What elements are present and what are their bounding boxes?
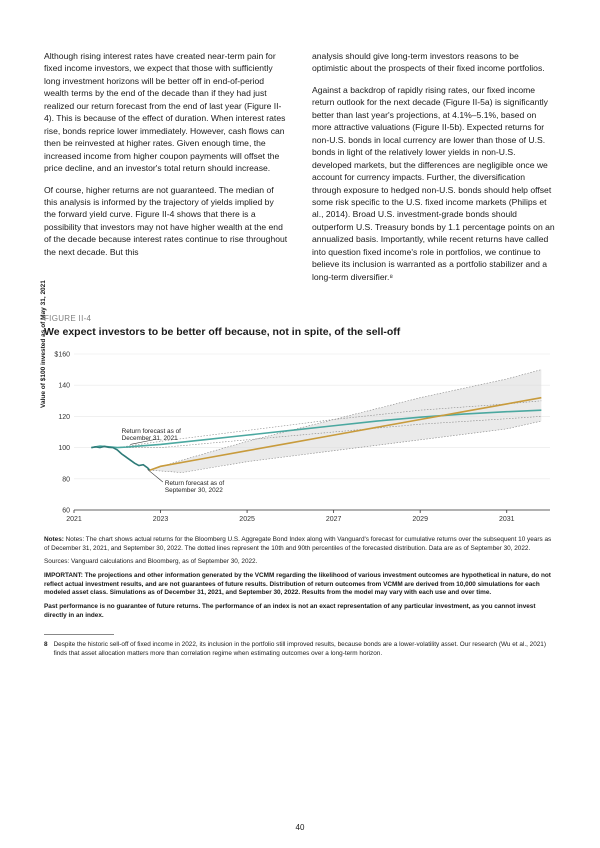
svg-text:100: 100 (58, 445, 70, 452)
svg-text:2031: 2031 (499, 516, 515, 523)
svg-text:December 31, 2021: December 31, 2021 (122, 435, 179, 442)
note-text: Sources: Vanguard calculations and Bloom… (44, 558, 257, 565)
figure-sources: Sources: Vanguard calculations and Bloom… (44, 558, 556, 567)
figure-notes: Notes: Notes: The chart shows actual ret… (44, 536, 556, 553)
svg-text:60: 60 (62, 508, 70, 515)
svg-text:2027: 2027 (326, 516, 342, 523)
svg-text:Return forecast as of: Return forecast as of (122, 428, 182, 435)
note-text: Notes: The chart shows actual returns fo… (44, 536, 551, 552)
right-column: analysis should give long-term investors… (312, 50, 556, 292)
figure-label: FIGURE II-4 (44, 314, 556, 323)
chart-ylabel: Value of $100 invested as of May 31, 202… (40, 280, 47, 408)
footnote-rule (44, 634, 114, 635)
para: Against a backdrop of rapidly rising rat… (312, 84, 556, 283)
figure-chart: Value of $100 invested as of May 31, 202… (44, 348, 556, 528)
svg-text:2029: 2029 (412, 516, 428, 523)
svg-text:140: 140 (58, 383, 70, 390)
figure-pastperf: Past performance is no guarantee of futu… (44, 603, 556, 620)
footnote: 8 Despite the historic sell-off of fixed… (44, 641, 556, 658)
left-column: Although rising interest rates have crea… (44, 50, 288, 292)
svg-text:2021: 2021 (66, 516, 82, 523)
body-columns: Although rising interest rates have crea… (44, 50, 556, 292)
figure-title: We expect investors to be better off bec… (44, 326, 556, 338)
svg-text:2023: 2023 (153, 516, 169, 523)
para: analysis should give long-term investors… (312, 50, 556, 75)
svg-text:Return forecast as of: Return forecast as of (165, 480, 225, 487)
svg-text:2025: 2025 (239, 516, 255, 523)
note-text: Past performance is no guarantee of futu… (44, 603, 536, 619)
svg-text:120: 120 (58, 414, 70, 421)
svg-text:$160: $160 (54, 352, 70, 359)
page-number: 40 (0, 823, 600, 832)
footnote-text: Despite the historic sell-off of fixed i… (54, 641, 556, 658)
note-text: IMPORTANT: The projections and other inf… (44, 572, 551, 596)
para: Although rising interest rates have crea… (44, 50, 288, 175)
chart-svg: $160 140 120 100 80 602021 2023 2025 2027 2029 203… (44, 348, 556, 528)
figure-important: IMPORTANT: The projections and other inf… (44, 572, 556, 598)
svg-text:80: 80 (62, 476, 70, 483)
svg-text:September 30, 2022: September 30, 2022 (165, 487, 223, 494)
para: Of course, higher returns are not guaran… (44, 184, 288, 259)
footnote-num: 8 (44, 641, 48, 658)
